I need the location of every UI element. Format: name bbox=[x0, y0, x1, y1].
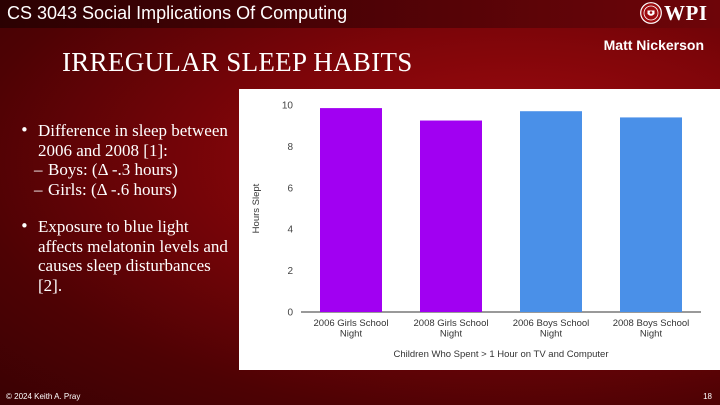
x-tick-label: Night bbox=[440, 329, 463, 340]
bar bbox=[520, 111, 582, 313]
wpi-logo: WPI bbox=[640, 1, 718, 26]
author-name: Matt Nickerson bbox=[603, 37, 704, 53]
y-tick-label: 10 bbox=[282, 101, 294, 112]
y-tick-label: 8 bbox=[287, 142, 293, 153]
bar bbox=[420, 120, 482, 313]
y-tick-label: 0 bbox=[287, 308, 293, 319]
x-tick-label: Night bbox=[340, 329, 363, 340]
x-tick-label: 2008 Boys School bbox=[613, 318, 690, 329]
y-tick-label: 4 bbox=[287, 225, 293, 236]
sub-bullet-boys: Boys: (Δ -.3 hours) bbox=[20, 160, 235, 180]
sleep-bar-chart: 0 2 4 6 8 10 2006 Girls School Night 2008 Girls … bbox=[239, 89, 720, 370]
header-bar: CS 3043 Social Implications Of Computing… bbox=[0, 0, 720, 28]
y-axis-title: Hours Slept bbox=[251, 183, 262, 233]
sub-bullet-girls: Girls: (Δ -.6 hours) bbox=[20, 180, 235, 200]
slide-number: 18 bbox=[703, 392, 712, 401]
bar bbox=[620, 117, 682, 312]
x-tick-label: 2006 Girls School bbox=[314, 318, 389, 329]
x-tick-label: Night bbox=[640, 329, 663, 340]
wpi-seal-icon bbox=[640, 2, 662, 24]
bullet-item: Difference in sleep between 2006 and 200… bbox=[20, 121, 235, 160]
bar bbox=[320, 108, 382, 312]
bullet-list: Difference in sleep between 2006 and 200… bbox=[20, 121, 235, 295]
course-title: CS 3043 Social Implications Of Computing bbox=[7, 3, 348, 23]
bullet-item: Exposure to blue light affects melatonin… bbox=[20, 217, 235, 295]
slide-title: IRREGULAR SLEEP HABITS bbox=[62, 47, 413, 77]
copyright-footer: © 2024 Keith A. Pray bbox=[6, 392, 81, 401]
x-tick-label: 2006 Boys School bbox=[513, 318, 590, 329]
x-tick-label: 2008 Girls School bbox=[414, 318, 489, 329]
y-tick-label: 2 bbox=[287, 266, 293, 277]
wpi-wordmark: WPI bbox=[664, 1, 708, 25]
y-tick-label: 6 bbox=[287, 183, 293, 194]
x-axis-title: Children Who Spent > 1 Hour on TV and Co… bbox=[393, 349, 608, 360]
x-tick-label: Night bbox=[540, 329, 563, 340]
